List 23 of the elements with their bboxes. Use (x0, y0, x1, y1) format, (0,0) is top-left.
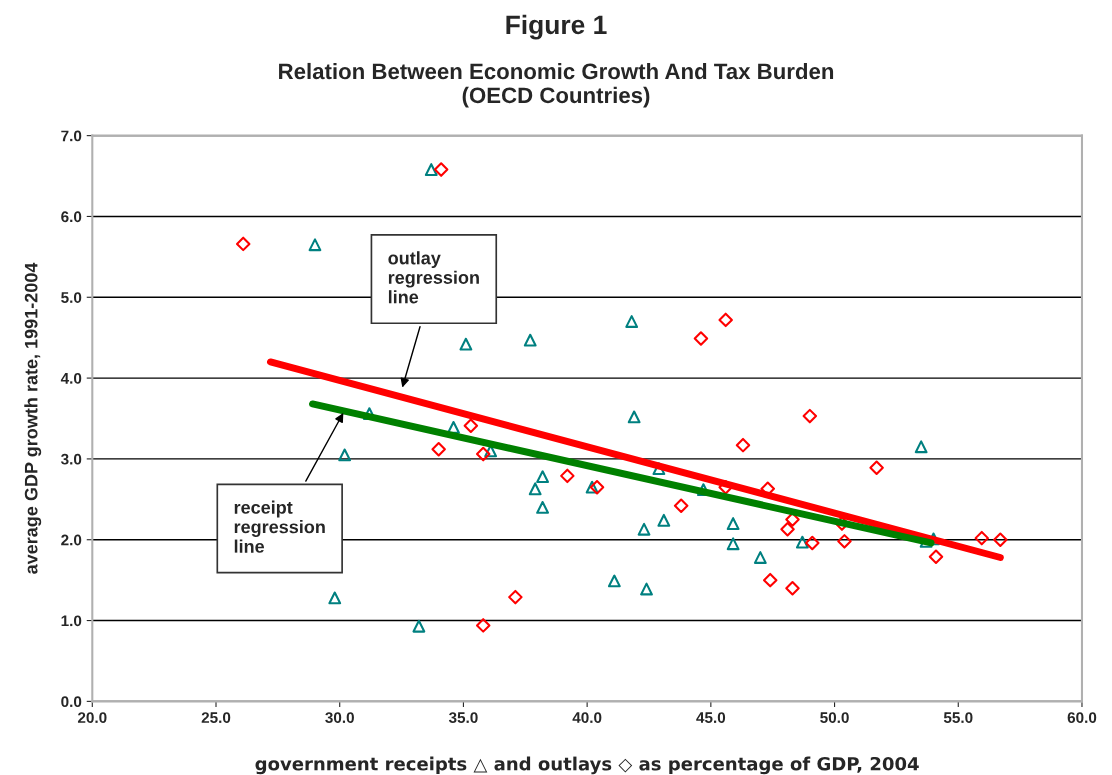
x-tick-label: 55.0 (943, 712, 973, 724)
y-axis-title: average GDP growth rate, 1991-2004 (24, 262, 42, 574)
y-tick-label: 7.0 (61, 130, 82, 142)
x-tick-label: 30.0 (325, 712, 354, 724)
x-tick-label: 25.0 (201, 712, 231, 724)
y-tick-label: 4.0 (60, 372, 82, 384)
y-tick-label: 0.0 (61, 696, 82, 708)
y-tick-label: 6.0 (61, 211, 82, 223)
annotation: receipt regression line (234, 500, 325, 553)
chart-title: Figure 1 (506, 14, 607, 40)
y-tick-label: 3.0 (60, 453, 82, 465)
x-tick-label: 35.0 (448, 712, 478, 724)
y-tick-label: 5.0 (61, 292, 82, 303)
x-tick-label: 40.0 (572, 712, 602, 724)
y-tick-label: 1.0 (61, 615, 82, 627)
annotation: outlay regression line (388, 251, 479, 304)
x-tick-label: 20.0 (77, 712, 107, 724)
x-tick-label: 50.0 (820, 712, 849, 724)
x-tick-label: 60.0 (1067, 712, 1097, 724)
chart-subtitle: Relation Between Economic Growth And Tax Burden (OECD Countries) (279, 62, 834, 108)
x-axis-title: government receipts △ and outlays ◇ as percentage of GDP, 2004 (255, 756, 919, 775)
y-tick-label: 2.0 (61, 534, 82, 546)
x-tick-label: 45.0 (696, 712, 726, 724)
